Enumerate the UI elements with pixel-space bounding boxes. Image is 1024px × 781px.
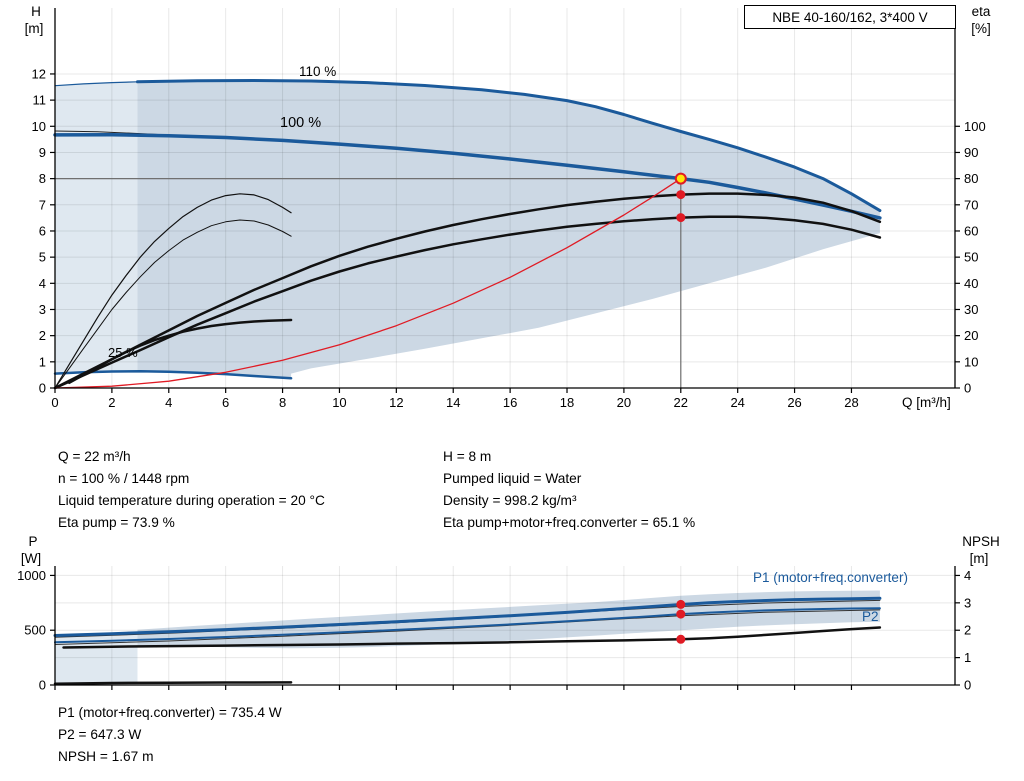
svg-text:100 %: 100 % <box>280 115 321 131</box>
svg-text:8: 8 <box>39 171 46 186</box>
svg-text:40: 40 <box>964 276 978 291</box>
svg-text:[%]: [%] <box>971 21 991 36</box>
svg-text:P: P <box>28 534 37 549</box>
info-line-p2: P2 = 647.3 W <box>58 727 142 742</box>
pump-model-label: NBE 40-160/162, 3*400 V <box>772 9 928 25</box>
svg-text:26: 26 <box>787 395 801 410</box>
svg-text:110 %: 110 % <box>299 64 336 79</box>
svg-text:100: 100 <box>964 119 986 134</box>
hq-chart: 0 2 4 6 8 10 12 14 16 18 20 22 24 26 28012345678910111… <box>25 4 991 410</box>
info-line-liquid-temperature: Liquid temperature during operation = 20… <box>58 493 325 508</box>
power-chart: 0 500 1000 0 1 2 3 4 P1 (motor+freq.converter) P2… <box>17 534 1000 693</box>
svg-text:30: 30 <box>964 302 978 317</box>
pump-model-box: NBE 40-160/162, 3*400 V <box>744 5 956 29</box>
info-line-eta-pump: Eta pump = 73.9 % <box>58 515 175 530</box>
info-line-speed: n = 100 % / 1448 rpm <box>58 471 190 486</box>
info-line-density: Density = 998.2 kg/m³ <box>443 493 577 508</box>
svg-text:50: 50 <box>964 250 978 265</box>
svg-text:[m]: [m] <box>970 551 989 566</box>
svg-text:2: 2 <box>39 328 46 343</box>
svg-text:3: 3 <box>39 302 46 317</box>
svg-text:28: 28 <box>844 395 858 410</box>
info-line-flow: Q = 22 m³/h <box>58 449 131 464</box>
svg-text:0: 0 <box>51 395 58 410</box>
svg-text:H: H <box>31 4 41 19</box>
duty-point-info-right: H = 8 m Pumped liquid = Water Density = … <box>443 446 695 534</box>
svg-text:5: 5 <box>39 250 46 265</box>
info-line-pumped-liquid: Pumped liquid = Water <box>443 471 582 486</box>
svg-text:12: 12 <box>389 395 403 410</box>
svg-text:0: 0 <box>39 678 46 693</box>
svg-text:4: 4 <box>165 395 172 410</box>
svg-text:Q [m³/h]: Q [m³/h] <box>902 395 951 410</box>
svg-text:500: 500 <box>24 623 46 638</box>
svg-text:3: 3 <box>964 595 971 610</box>
svg-text:P1 (motor+freq.converter): P1 (motor+freq.converter) <box>753 570 908 585</box>
svg-text:80: 80 <box>964 171 978 186</box>
svg-text:2: 2 <box>964 623 971 638</box>
svg-text:8: 8 <box>279 395 286 410</box>
svg-text:0: 0 <box>964 381 971 396</box>
svg-text:0: 0 <box>964 678 971 693</box>
info-line-head: H = 8 m <box>443 449 492 464</box>
svg-text:1000: 1000 <box>17 568 46 583</box>
info-line-p1: P1 (motor+freq.converter) = 735.4 W <box>58 705 282 720</box>
svg-text:NPSH: NPSH <box>962 534 1000 549</box>
svg-text:12: 12 <box>32 66 46 81</box>
svg-text:6: 6 <box>222 395 229 410</box>
svg-text:90: 90 <box>964 145 978 160</box>
svg-text:70: 70 <box>964 197 978 212</box>
svg-text:9: 9 <box>39 145 46 160</box>
svg-text:22: 22 <box>674 395 688 410</box>
svg-text:4: 4 <box>964 568 971 583</box>
svg-text:10: 10 <box>32 119 46 134</box>
svg-text:16: 16 <box>503 395 517 410</box>
svg-text:4: 4 <box>39 276 46 291</box>
svg-text:25 %: 25 % <box>108 345 138 360</box>
svg-text:20: 20 <box>964 328 978 343</box>
info-line-npsh: NPSH = 1.67 m <box>58 749 154 764</box>
svg-text:24: 24 <box>730 395 744 410</box>
svg-text:0: 0 <box>39 381 46 396</box>
svg-text:10: 10 <box>964 354 978 369</box>
svg-text:60: 60 <box>964 223 978 238</box>
duty-point-info: Q = 22 m³/h n = 100 % / 1448 rpm Liquid … <box>0 446 1024 538</box>
info-line-eta-total: Eta pump+motor+freq.converter = 65.1 % <box>443 515 696 530</box>
svg-text:1: 1 <box>964 650 971 665</box>
power-npsh-info: P1 (motor+freq.converter) = 735.4 W P2 =… <box>58 702 282 768</box>
svg-text:14: 14 <box>446 395 460 410</box>
svg-text:10: 10 <box>332 395 346 410</box>
svg-text:7: 7 <box>39 197 46 212</box>
svg-text:6: 6 <box>39 223 46 238</box>
svg-text:[m]: [m] <box>25 21 44 36</box>
svg-text:eta: eta <box>972 4 991 19</box>
svg-text:18: 18 <box>560 395 574 410</box>
svg-text:P2: P2 <box>862 609 879 624</box>
svg-text:20: 20 <box>617 395 631 410</box>
svg-text:[W]: [W] <box>21 551 41 566</box>
svg-text:2: 2 <box>108 395 115 410</box>
svg-text:1: 1 <box>39 354 46 369</box>
duty-point-info-left: Q = 22 m³/h n = 100 % / 1448 rpm Liquid … <box>58 446 325 534</box>
svg-text:11: 11 <box>33 93 47 108</box>
